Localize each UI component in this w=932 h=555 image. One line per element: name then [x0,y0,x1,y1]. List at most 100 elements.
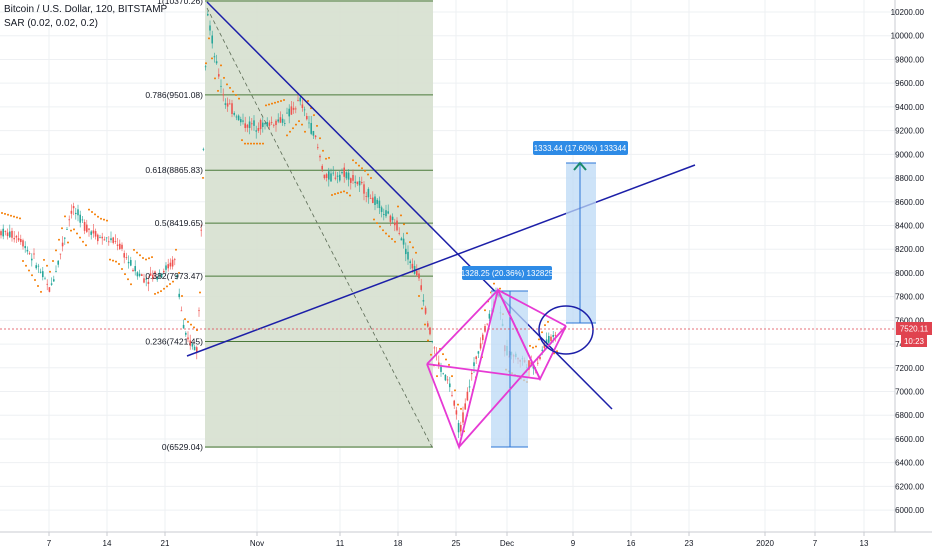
candle-body [277,119,279,122]
candle-body [50,283,53,285]
fib-level-label: 0.618(8865.83) [145,165,203,175]
sar-dot [55,249,57,252]
candle-body [68,219,70,221]
sar-dot [442,353,444,356]
sar-dot [385,232,387,235]
candle-body [372,197,374,203]
harmonic-pattern[interactable] [426,287,567,450]
ascending-trendline[interactable] [186,164,696,357]
sar-dot [25,264,27,267]
price-tick-label: 7800.00 [895,293,924,302]
sar-dot [280,99,282,102]
candle-body [270,121,273,123]
candle-body [449,383,451,388]
candle-body [125,257,128,258]
candle-body [402,238,405,245]
candle-body [479,343,482,349]
candle-body [385,210,387,217]
sar-dot [145,258,147,261]
candle-body [418,273,420,279]
sar-dot [259,142,261,145]
price-tick-label: 7000.00 [895,388,924,397]
measure-box-2[interactable] [566,163,596,323]
candle-body [488,313,491,319]
time-tick-label: 13 [860,539,869,548]
sar-dot [205,62,207,65]
candle-body [44,278,46,280]
candle-body [17,238,20,241]
sar-dot [289,130,291,133]
candle-body [156,276,158,280]
sar-dot [361,167,363,170]
price-axis[interactable]: 10200.00 10000.00 9800.00 9600.00 9400.00 920… [891,8,925,515]
candle-body [196,347,198,353]
candle-body [290,106,293,115]
sar-dot [163,287,165,290]
candle-body [273,124,275,126]
candle-body [244,123,246,129]
candle-body [26,249,29,252]
sar-dot [16,216,18,219]
candle-body [149,273,152,276]
descending-trendline[interactable] [206,1,613,410]
candle-body [99,237,101,239]
candle-body [97,234,99,242]
symbol-title: Bitcoin / U.S. Dollar, 120, BITSTAMP [4,4,168,15]
time-tick-label: 18 [394,539,403,548]
sar-dot [127,278,129,281]
sar-dot [130,283,132,286]
fib-retracement-zone[interactable] [205,0,433,448]
candle-body [323,174,326,179]
candle-body [262,122,264,127]
sar-dot [499,287,501,290]
candle-body [453,400,455,406]
candle-body [369,198,372,199]
candle-body [81,219,84,221]
sar-dot [301,123,303,126]
sar-dot [244,142,246,145]
target-ellipse[interactable] [538,305,594,355]
candle-body [462,412,464,423]
candle-body [48,287,51,292]
sar-dot [226,83,228,86]
candle-body [319,155,321,158]
sar-dot [529,344,531,347]
sar-dot [373,218,375,221]
sar-dot [184,318,186,321]
time-axis[interactable]: 7 14 21 Nov 11 18 25 Dec 9 16 23 2020 7 13 [47,532,869,548]
indicator-title: SAR (0.02, 0.02, 0.2) [4,18,98,29]
candle-body [266,122,268,127]
candle-body [541,349,543,351]
candle-body [554,334,557,336]
candle-body [114,241,117,242]
price-tick-label: 7600.00 [895,316,924,325]
time-tick-label: 11 [336,539,345,548]
candle-body [442,373,444,375]
sar-dot [154,292,156,295]
candle-body [33,253,35,255]
candle-body [264,123,266,125]
candle-body [427,323,429,327]
candle-body [134,266,136,272]
sar-dot [457,403,459,406]
price-tick-label: 9400.00 [895,103,924,112]
sar-dot [382,229,384,232]
sar-dot [556,350,558,353]
candle-body [94,231,97,237]
candle-body [42,271,44,278]
sar-dot [409,241,411,244]
sar-dot [340,191,342,194]
candle-body [185,332,187,335]
candle-body [4,230,7,232]
price-tick-label: 8000.00 [895,269,924,278]
candle-body [376,199,378,204]
chart-legend[interactable]: Bitcoin / U.S. Dollar, 120, BITSTAMP SAR… [4,3,167,31]
sar-dot [61,227,63,230]
candle-body [237,115,240,121]
candle-body [387,211,389,214]
candle-body [119,243,121,250]
sar-dot [28,269,30,272]
candle-body [92,230,95,234]
